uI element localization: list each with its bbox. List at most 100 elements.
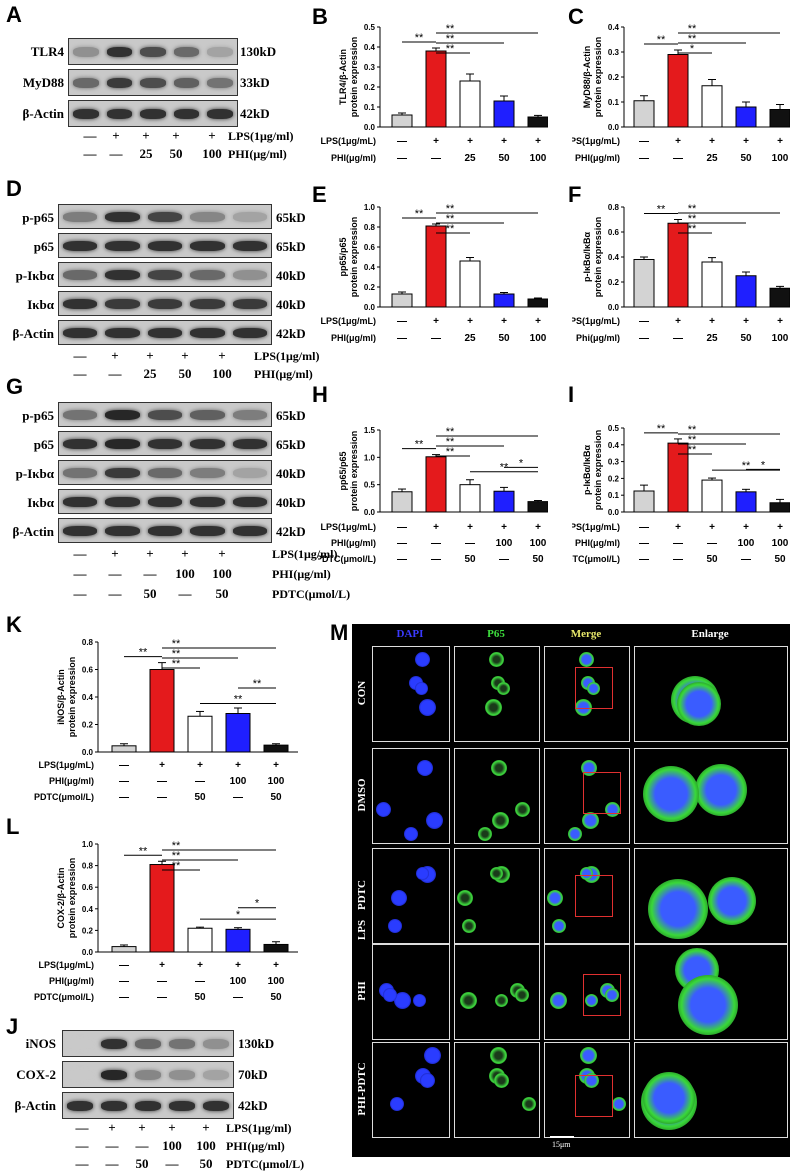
y-axis-label: iNOS/β-Actin	[56, 669, 66, 725]
lps-group-label: LPS	[356, 919, 368, 941]
treatment-sign: —	[75, 1120, 89, 1135]
cell-nucleus	[413, 994, 426, 1007]
treatment-label: PHI(μg/ml)	[226, 1139, 285, 1153]
bar	[735, 491, 757, 513]
blot-band	[173, 77, 200, 88]
treatment-sign: —	[157, 976, 167, 987]
blot-band	[63, 467, 98, 478]
channel-header: Merge	[570, 628, 602, 640]
significance-marker: **	[446, 223, 455, 235]
molecular-weight-label: 65kD	[276, 408, 306, 423]
y-tick-label: 0.8	[608, 203, 620, 212]
y-tick-label: 0.4	[608, 441, 620, 450]
y-tick-label: 0.5	[364, 481, 376, 490]
significance-marker: **	[415, 208, 424, 220]
y-tick-label: 0.2	[82, 721, 94, 730]
blot-row-label: p-Iκbα	[15, 268, 54, 283]
treatment-sign: +	[273, 760, 279, 771]
group-row-label: DMSO	[356, 778, 368, 812]
blot-band	[135, 1069, 161, 1080]
treatment-label: PDTC(μmol/L)	[34, 792, 94, 802]
treatment-sign: +	[197, 760, 203, 771]
treatment-label: PDTC(μmol/L)	[272, 587, 351, 601]
treatment-sign: +	[111, 546, 119, 561]
blot-band	[105, 438, 140, 449]
micrograph-tile	[544, 1042, 630, 1138]
bar	[459, 80, 481, 128]
blot-band	[105, 409, 140, 420]
treatment-sign: 100	[530, 538, 547, 549]
bar	[263, 943, 289, 953]
cell-nucleus	[460, 992, 477, 1009]
bar	[667, 222, 689, 308]
treatment-sign: 25	[706, 153, 718, 164]
bar	[527, 116, 548, 128]
treatment-sign: —	[195, 776, 205, 787]
treatment-sign: +	[112, 128, 120, 143]
treatment-sign: +	[218, 546, 226, 561]
bar	[111, 946, 137, 953]
blot-row-label: β-Actin	[12, 524, 54, 539]
treatment-sign: 25	[464, 153, 476, 164]
treatment-label: PHI(μg/ml)	[331, 538, 376, 548]
blot-band	[147, 211, 183, 222]
y-axis-label: protein expression	[349, 217, 359, 298]
bar	[493, 293, 515, 308]
cell-nucleus	[648, 879, 708, 939]
cell-nucleus	[579, 652, 594, 667]
treatment-sign: +	[501, 522, 507, 533]
treatment-sign: 25	[143, 366, 157, 381]
significance-marker: *	[519, 457, 524, 469]
blot-band	[190, 438, 225, 449]
significance-marker: **	[172, 658, 181, 670]
y-axis-label: COX-2/β-Actin	[56, 868, 66, 929]
y-tick-label: 0.2	[364, 83, 376, 92]
treatment-sign: —	[233, 992, 243, 1003]
significance-marker: **	[742, 460, 751, 472]
blot-band	[190, 525, 225, 536]
significance-marker: **	[253, 678, 262, 690]
cell-nucleus	[515, 988, 529, 1002]
treatment-sign: 100	[772, 538, 789, 549]
y-axis-label: protein expression	[67, 858, 77, 939]
y-tick-label: 0.8	[364, 223, 376, 232]
channel-header: DAPI	[396, 628, 424, 640]
blot-band	[63, 438, 98, 449]
treatment-sign: +	[743, 316, 749, 327]
cell-nucleus	[643, 1072, 695, 1124]
blot-band	[135, 1100, 161, 1111]
treatment-sign: —	[639, 333, 649, 344]
y-tick-label: 0.4	[364, 263, 376, 272]
treatment-label: PHI(μg/ml)	[254, 367, 313, 381]
treatment-sign: +	[138, 1120, 146, 1135]
treatment-sign: +	[467, 522, 473, 533]
treatment-sign: —	[639, 554, 649, 565]
panel-label-k: K	[6, 612, 22, 637]
y-tick-label: 1.0	[364, 203, 376, 212]
significance-marker: **	[446, 213, 455, 225]
treatment-sign: +	[709, 522, 715, 533]
bar	[225, 928, 251, 953]
cell-nucleus	[568, 827, 582, 841]
cell-nucleus	[552, 919, 566, 933]
y-tick-label: 0.4	[608, 23, 620, 32]
treatment-sign: —	[135, 1138, 149, 1153]
micrograph-tile	[454, 748, 540, 844]
blot-band	[105, 496, 140, 507]
treatment-sign: —	[73, 586, 87, 601]
treatment-sign: +	[181, 348, 189, 363]
treatment-label: LPS(1μg/ml)	[226, 1121, 292, 1135]
bar	[425, 456, 447, 513]
y-tick-label: 0.0	[82, 748, 94, 757]
blot-band	[105, 240, 140, 251]
treatment-sign: —	[165, 1156, 179, 1171]
bar	[425, 50, 447, 128]
y-tick-label: 0.8	[82, 862, 94, 871]
bar	[111, 745, 137, 753]
treatment-sign: +	[535, 316, 541, 327]
treatment-sign: 100	[212, 566, 232, 581]
y-tick-label: 0.2	[82, 926, 94, 935]
cell-nucleus	[426, 812, 443, 829]
blot-strip	[68, 38, 238, 65]
treatment-label: LPS(1μg/mL)	[320, 522, 376, 532]
